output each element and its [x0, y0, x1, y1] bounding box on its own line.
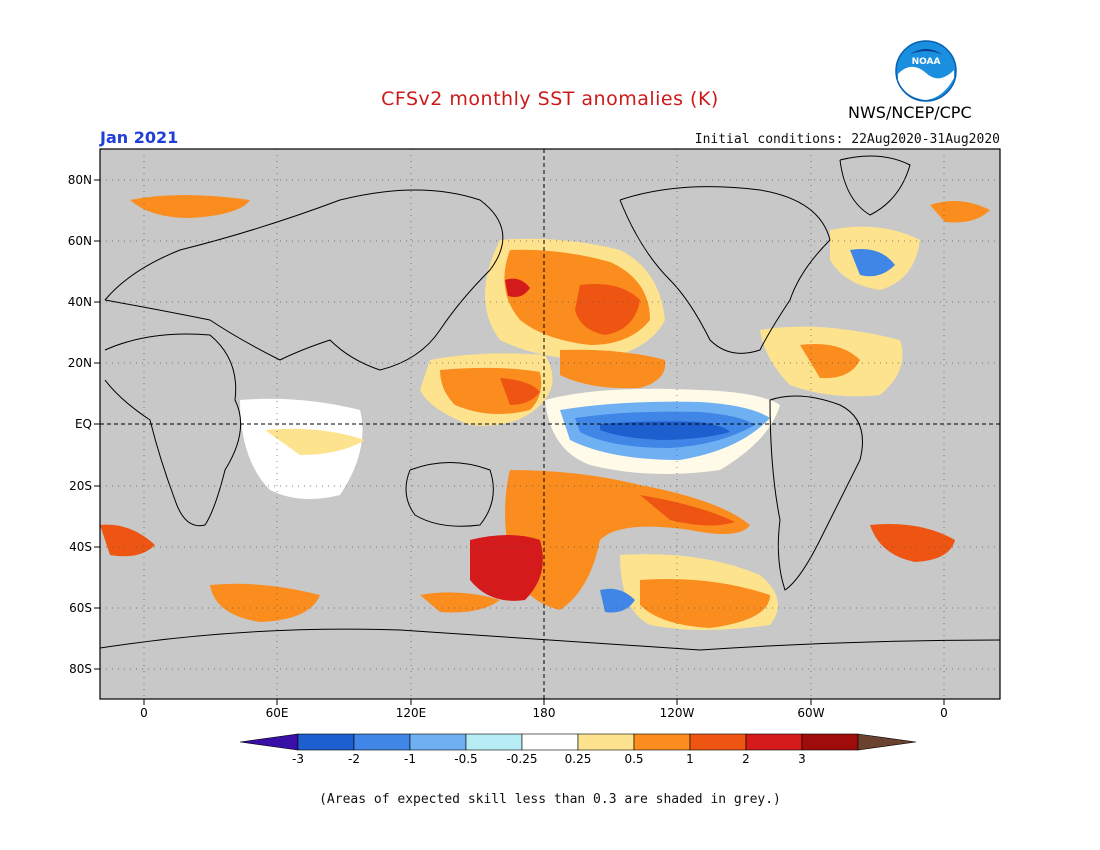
lon-label: 0 [140, 706, 148, 720]
anomaly-fields [100, 195, 990, 630]
coastline-south-america [769, 395, 863, 591]
lon-label: 120E [396, 706, 427, 720]
lon-label: 60W [797, 706, 824, 720]
lat-label: 80S [69, 662, 92, 676]
colorbar-tick-label: -0.5 [454, 752, 477, 766]
colorbar-tick-label: 0.5 [624, 752, 643, 766]
lat-label: 20S [69, 479, 92, 493]
coastline-north-america [619, 186, 831, 354]
chart-title: CFSv2 monthly SST anomalies (K) [381, 88, 719, 110]
lat-label: 80N [68, 173, 92, 187]
colorbar-tick-label: 1 [686, 752, 694, 766]
coastline-eurasia [104, 189, 504, 371]
lat-label: 60S [69, 601, 92, 615]
colorbar-tick-label: -0.25 [506, 752, 537, 766]
colorbar-swatch [633, 733, 691, 751]
colorbar-tick-label: 2 [742, 752, 750, 766]
colorbar-right-arrow [857, 733, 917, 751]
agency-label: NWS/NCEP/CPC [848, 103, 972, 122]
colorbar: -3 -2 -1 -0.5 -0.25 0.25 0.5 1 2 3 [239, 733, 917, 766]
valid-month-label: Jan 2021 [100, 128, 179, 147]
colorbar-swatch [465, 733, 523, 751]
coastline-australia [405, 462, 494, 527]
colorbar-swatch [409, 733, 467, 751]
colorbar-tick-label: -2 [348, 752, 360, 766]
colorbar-swatch [521, 733, 579, 751]
skill-footnote: (Areas of expected skill less than 0.3 a… [319, 792, 781, 807]
colorbar-tick-label: -1 [404, 752, 416, 766]
warm-anomaly-s-atlantic [870, 524, 955, 562]
noaa-logo: NOAA [895, 40, 957, 102]
warm-anomaly-s-pacific [505, 470, 750, 610]
lon-label: 120W [660, 706, 695, 720]
colorbar-swatch [745, 733, 803, 751]
lat-label: 60N [68, 234, 92, 248]
colorbar-swatch [689, 733, 747, 751]
initial-conditions-label: Initial conditions: 22Aug2020-31Aug2020 [694, 132, 1000, 147]
colorbar-swatch [353, 733, 411, 751]
lon-label: 0 [940, 706, 948, 720]
lon-label: 60E [266, 706, 289, 720]
lat-label: 40S [69, 540, 92, 554]
coastline-greenland [839, 155, 911, 216]
lat-label: 20N [68, 356, 92, 370]
colorbar-tick-label: -3 [292, 752, 304, 766]
colorbar-swatch [297, 733, 355, 751]
map-panel: 80N 60N 40N 20N EQ 20S 40S 60S 80S 0 60E… [68, 148, 1001, 720]
graticule [100, 149, 1000, 699]
coastline-africa [104, 333, 242, 527]
colorbar-left-arrow [239, 733, 299, 751]
coastline-antarctica [99, 628, 1001, 651]
coastlines [99, 155, 1001, 651]
colorbar-swatch [801, 733, 859, 751]
lat-label: EQ [75, 417, 92, 431]
lon-label: 180 [533, 706, 556, 720]
colorbar-tick-label: 3 [798, 752, 806, 766]
colorbar-tick-label: 0.25 [565, 752, 592, 766]
lat-label: 40N [68, 295, 92, 309]
logo-text: NOAA [912, 57, 941, 67]
colorbar-swatch [577, 733, 635, 751]
